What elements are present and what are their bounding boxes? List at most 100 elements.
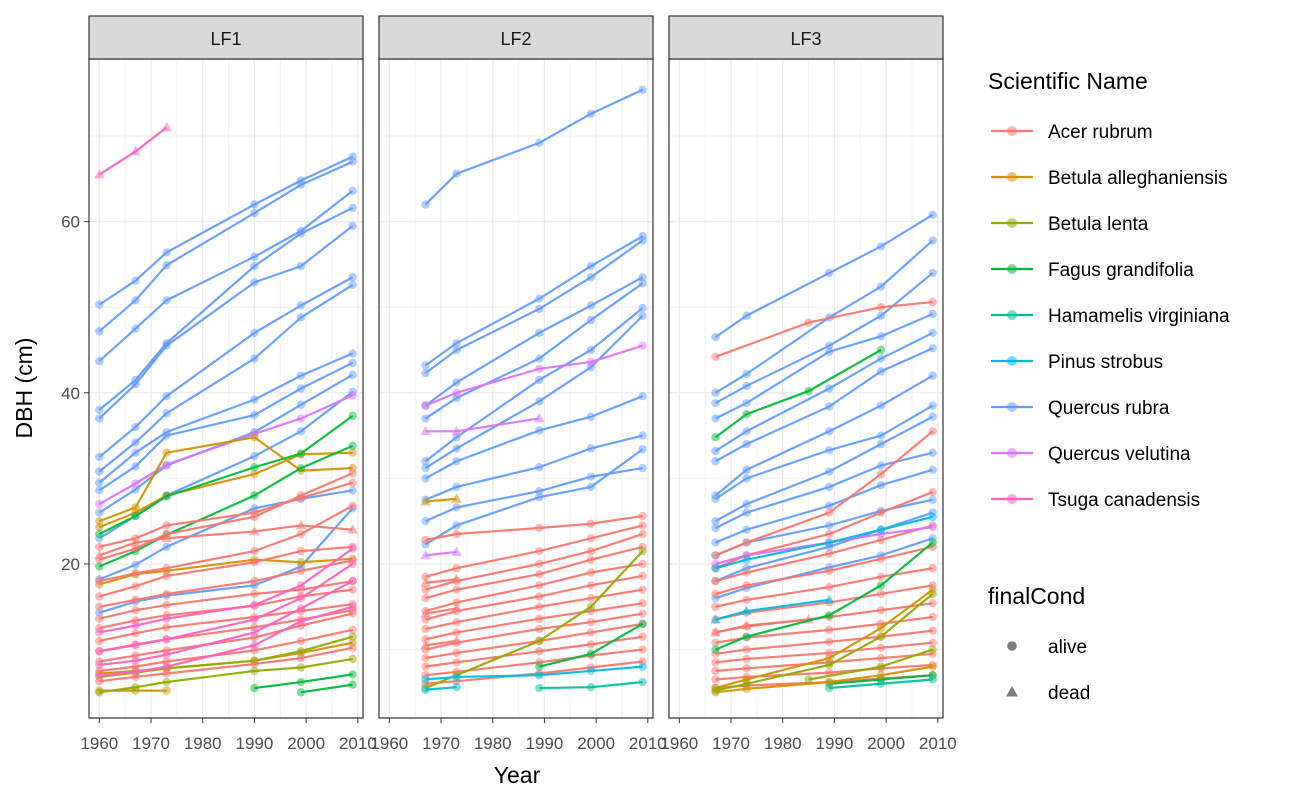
series-line bbox=[98, 444, 354, 568]
data-point-alive bbox=[825, 268, 834, 278]
data-point-dead bbox=[451, 425, 462, 436]
data-point-alive bbox=[638, 546, 647, 556]
data-point-alive bbox=[535, 662, 544, 671]
data-point-alive bbox=[421, 516, 430, 526]
data-point-alive bbox=[825, 445, 834, 455]
data-point-alive bbox=[452, 598, 461, 607]
data-point-alive bbox=[250, 200, 259, 209]
legend-color-key-point bbox=[1007, 172, 1017, 182]
data-point-alive bbox=[296, 229, 306, 238]
data-point-alive bbox=[742, 538, 751, 547]
gridlines bbox=[379, 59, 653, 718]
data-point-alive bbox=[162, 686, 171, 695]
y-axis-title: DBH (cm) bbox=[11, 338, 37, 439]
data-point-alive bbox=[535, 354, 544, 363]
data-point-alive bbox=[825, 402, 834, 411]
legend-color-entry: Fagus grandifolia bbox=[991, 260, 1194, 281]
data-point-alive bbox=[296, 463, 306, 473]
series-line bbox=[98, 160, 354, 332]
data-point-alive bbox=[742, 581, 751, 590]
data-point-alive bbox=[928, 401, 937, 410]
data-point-alive bbox=[876, 481, 886, 490]
legend-color-key-point bbox=[1007, 402, 1017, 412]
data-point-alive bbox=[296, 400, 306, 409]
data-point-alive bbox=[638, 463, 647, 473]
data-point-alive bbox=[250, 491, 259, 500]
data-point-alive bbox=[452, 672, 461, 682]
data-point-dead bbox=[420, 425, 431, 436]
data-point-alive bbox=[711, 388, 720, 397]
legend-color-entry: Quercus velutina bbox=[991, 444, 1191, 465]
data-point-alive bbox=[95, 602, 104, 611]
data-point-alive bbox=[535, 570, 544, 579]
data-point-alive bbox=[804, 318, 813, 327]
data-point-alive bbox=[711, 551, 720, 560]
data-point-alive bbox=[928, 448, 937, 457]
data-point-alive bbox=[348, 632, 357, 641]
data-point-alive bbox=[711, 564, 720, 573]
data-point-alive bbox=[162, 248, 171, 257]
data-point-alive bbox=[535, 546, 544, 556]
data-point-alive bbox=[296, 491, 306, 500]
data-point-alive bbox=[348, 643, 357, 653]
legend-color-label: Hamamelis virginiana bbox=[1048, 306, 1230, 327]
series-line bbox=[98, 414, 354, 535]
data-point-alive bbox=[928, 522, 937, 532]
data-point-alive bbox=[452, 682, 461, 692]
data-point-alive bbox=[250, 278, 259, 287]
data-point-alive bbox=[95, 614, 104, 623]
data-point-alive bbox=[95, 405, 104, 415]
data-point-alive bbox=[162, 542, 171, 552]
data-point-alive bbox=[586, 682, 596, 692]
data-point-alive bbox=[638, 609, 647, 618]
data-point-alive bbox=[535, 683, 544, 693]
data-point-alive bbox=[131, 621, 140, 630]
data-point-dead bbox=[710, 614, 721, 624]
data-point-alive bbox=[535, 463, 544, 472]
data-point-alive bbox=[586, 568, 596, 577]
data-point-alive bbox=[535, 138, 544, 148]
data-point-alive bbox=[131, 485, 140, 494]
data-point-alive bbox=[638, 662, 647, 671]
data-point-alive bbox=[535, 624, 544, 634]
data-point-alive bbox=[421, 200, 430, 209]
data-point-dead bbox=[420, 608, 431, 618]
data-point-alive bbox=[876, 671, 886, 680]
data-point-alive bbox=[421, 675, 430, 684]
data-point-alive bbox=[95, 522, 104, 532]
data-point-alive bbox=[296, 593, 306, 603]
data-point-alive bbox=[296, 677, 306, 687]
data-point-alive bbox=[250, 469, 259, 479]
series-line bbox=[99, 603, 353, 643]
series-line bbox=[98, 394, 354, 505]
series-group bbox=[94, 121, 358, 697]
data-point-alive bbox=[162, 296, 171, 305]
data-point-alive bbox=[162, 677, 171, 687]
data-point-dead bbox=[161, 532, 172, 543]
legend-color-title: Scientific Name bbox=[988, 68, 1148, 94]
data-point-alive bbox=[421, 368, 430, 378]
data-point-dead bbox=[420, 495, 431, 506]
data-point-alive bbox=[162, 650, 171, 659]
data-point-alive bbox=[95, 499, 104, 509]
data-point-alive bbox=[348, 221, 357, 231]
legend-color-label: Pinus strobus bbox=[1048, 352, 1163, 373]
data-point-alive bbox=[876, 581, 886, 590]
data-point-alive bbox=[586, 581, 596, 590]
data-point-alive bbox=[825, 637, 834, 647]
data-point-alive bbox=[711, 666, 720, 676]
data-point-alive bbox=[348, 576, 357, 586]
data-point-alive bbox=[711, 538, 720, 547]
data-point-alive bbox=[876, 401, 886, 410]
series-line bbox=[98, 225, 354, 420]
data-point-alive bbox=[928, 626, 937, 635]
data-point-alive bbox=[452, 378, 461, 387]
data-point-alive bbox=[162, 662, 171, 671]
y-tick-label: 40 bbox=[61, 384, 80, 403]
data-point-alive bbox=[876, 632, 886, 641]
data-point-alive bbox=[421, 615, 430, 624]
data-point-alive bbox=[876, 589, 886, 599]
data-point-alive bbox=[296, 301, 306, 310]
data-point-alive bbox=[131, 324, 140, 333]
